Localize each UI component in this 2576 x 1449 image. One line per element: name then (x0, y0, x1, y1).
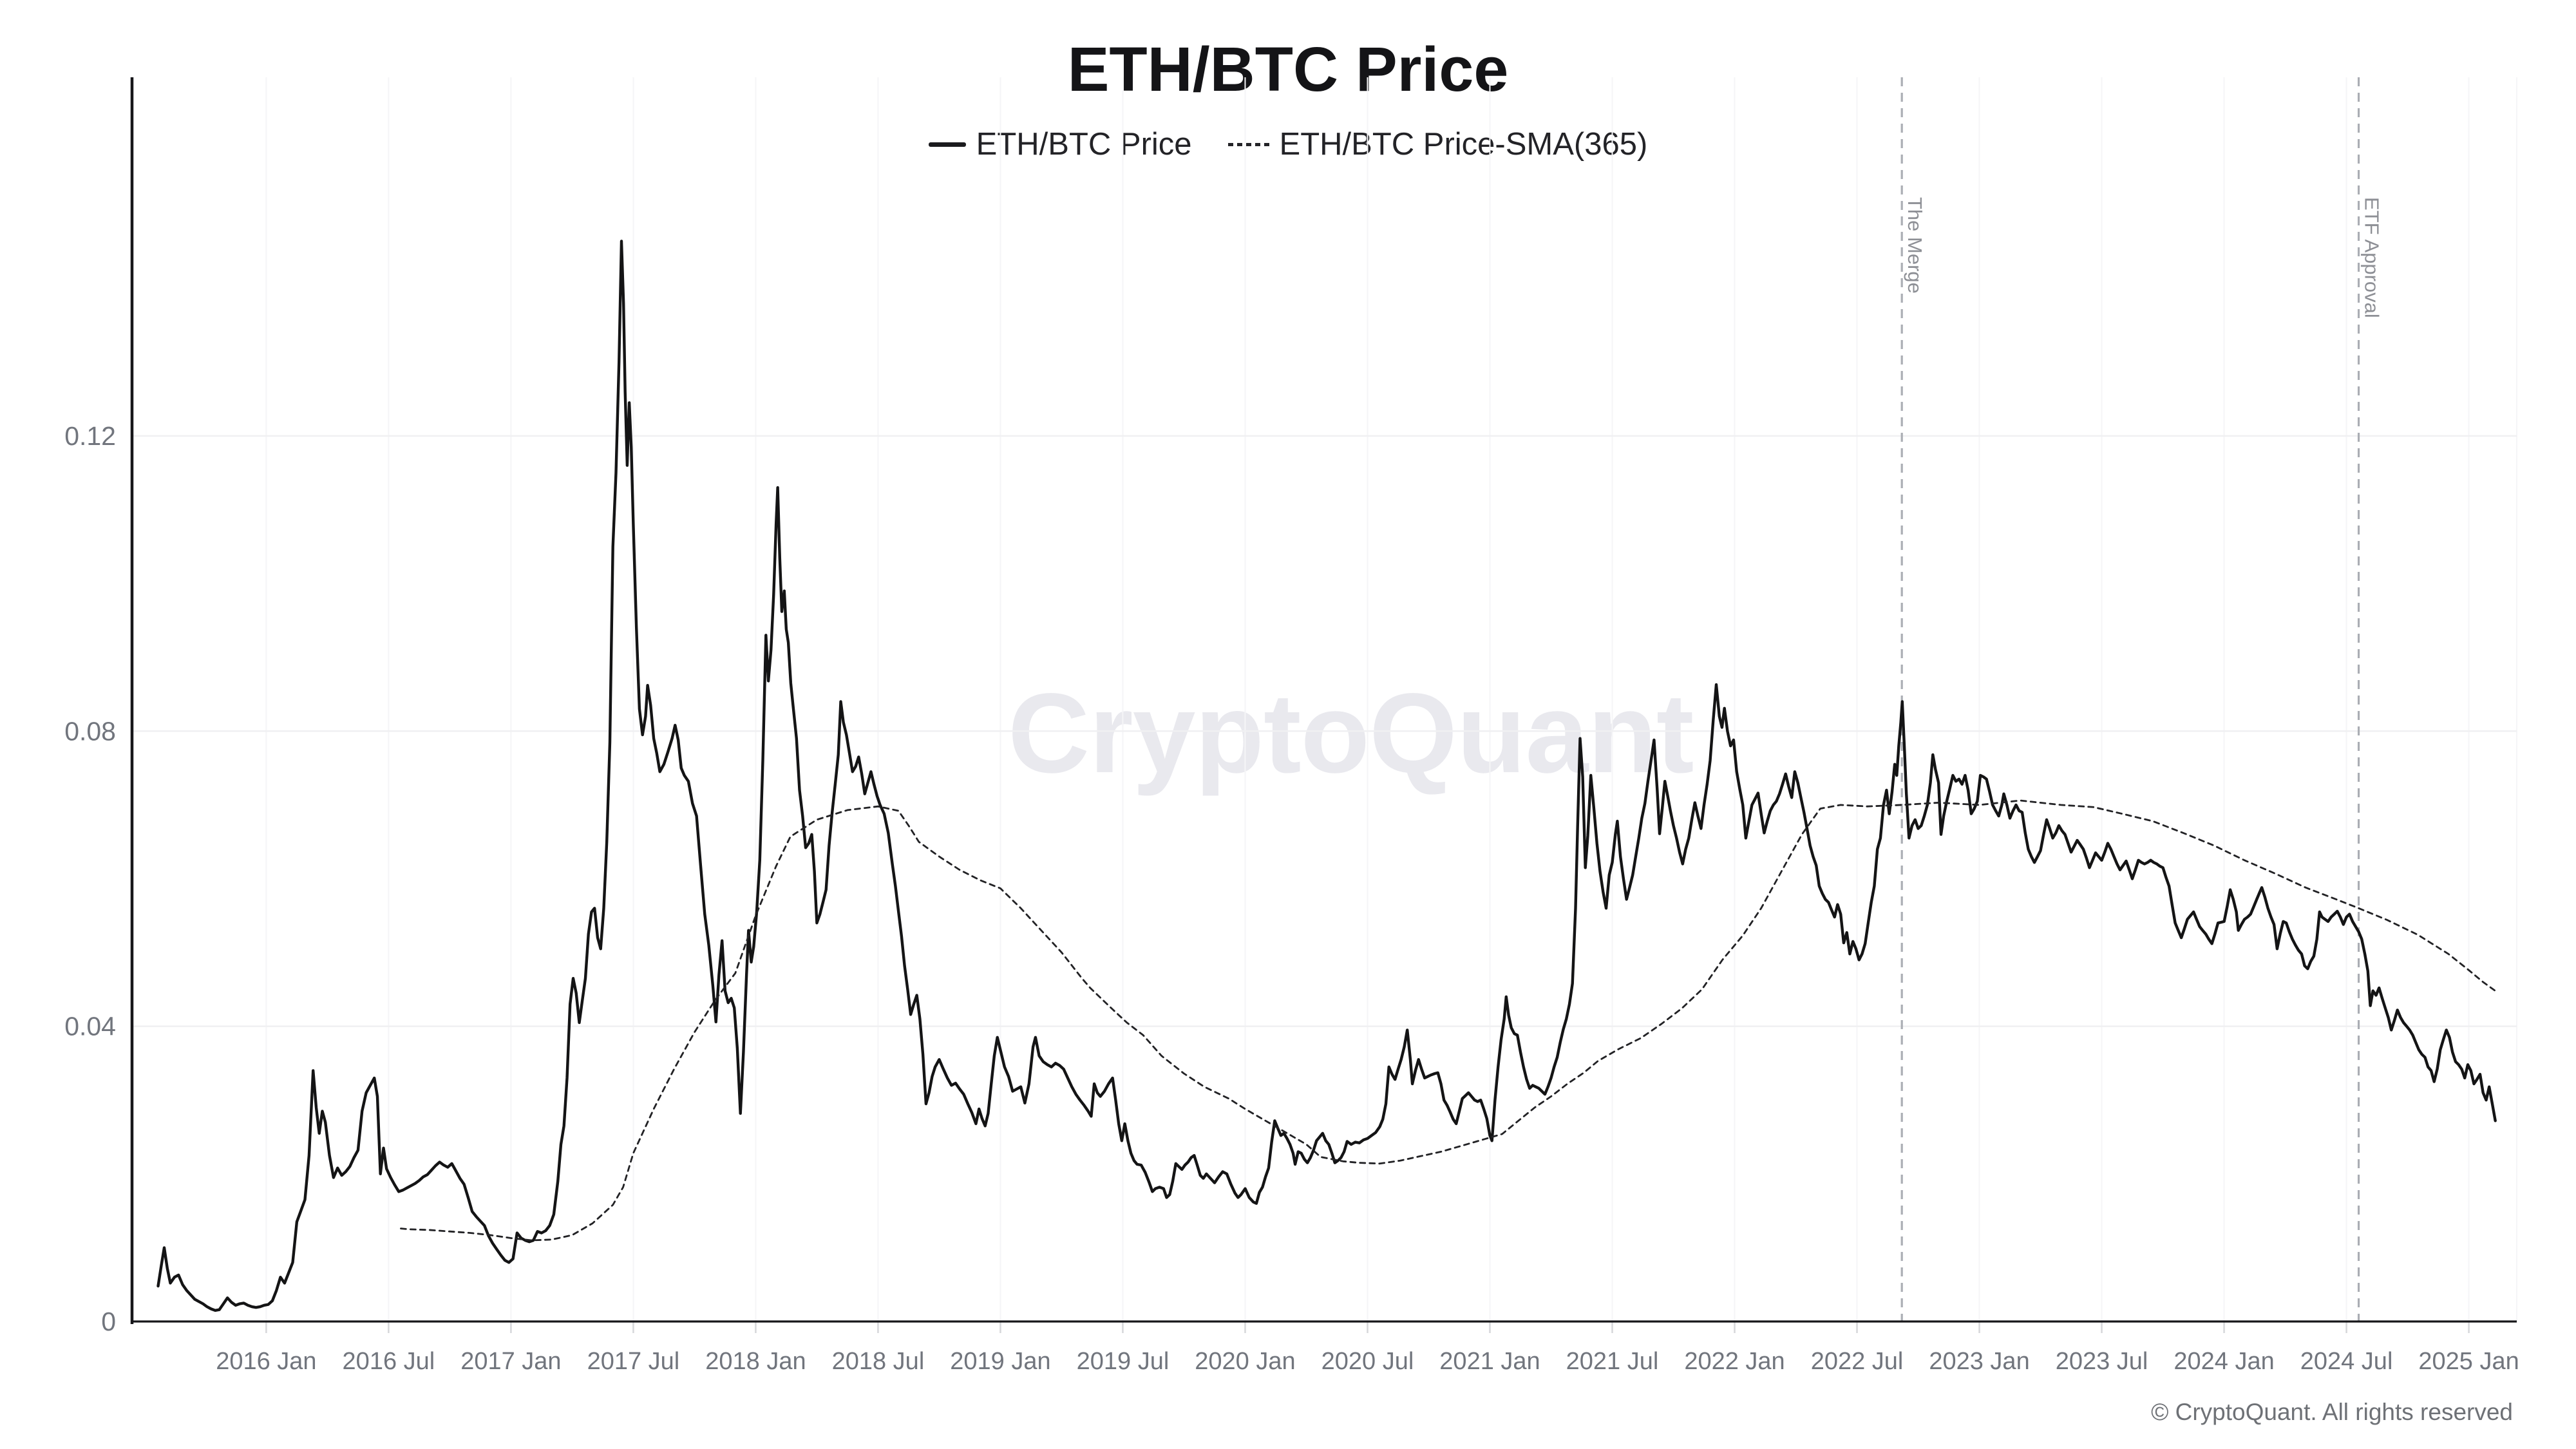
legend-label-sma: ETH/BTC Price-SMA(365) (1279, 127, 1648, 162)
event-label: The Merge (1904, 197, 1926, 294)
x-tick-label: 2022 Jan (1684, 1348, 1785, 1375)
x-tick-label: 2016 Jan (216, 1348, 316, 1375)
solid-line-swatch-icon (928, 142, 966, 147)
legend: ETH/BTC Price ETH/BTC Price-SMA(365) (0, 126, 2576, 162)
x-tick-label: 2018 Jul (832, 1348, 925, 1375)
x-tick-label: 2025 Jan (2418, 1348, 2519, 1375)
legend-item-price[interactable]: ETH/BTC Price (928, 126, 1192, 162)
legend-item-sma[interactable]: ETH/BTC Price-SMA(365) (1227, 126, 1648, 162)
x-tick-label: 2024 Jan (2174, 1348, 2274, 1375)
x-tick-label: 2021 Jul (1566, 1348, 1659, 1375)
x-tick-label: 2017 Jul (587, 1348, 680, 1375)
legend-label-price: ETH/BTC Price (976, 127, 1192, 162)
x-tick-label: 2019 Jan (950, 1348, 1050, 1375)
x-tick-label: 2023 Jul (2056, 1348, 2148, 1375)
x-tick-label: 2017 Jan (460, 1348, 561, 1375)
chart-title: ETH/BTC Price (1067, 34, 1509, 104)
x-tick-label: 2021 Jan (1439, 1348, 1540, 1375)
event-label: ETF Approval (2361, 197, 2383, 318)
x-tick-label: 2018 Jan (705, 1348, 806, 1375)
price-line (156, 240, 2497, 1312)
x-tick-label: 2023 Jan (1929, 1348, 2029, 1375)
x-tick-label: 2020 Jan (1195, 1348, 1295, 1375)
x-tick-label: 2024 Jul (2300, 1348, 2393, 1375)
y-tick-label: 0.12 (64, 421, 116, 451)
y-tick-label: 0.04 (64, 1012, 116, 1041)
x-tick-label: 2016 Jul (343, 1348, 435, 1375)
sma-line (400, 799, 2497, 1242)
y-tick-label: 0 (101, 1307, 116, 1336)
x-tick-label: 2022 Jul (1811, 1348, 1904, 1375)
copyright-footer: © CryptoQuant. All rights reserved (2151, 1399, 2513, 1425)
dashed-line-swatch-icon (1227, 142, 1269, 146)
y-tick-label: 0.08 (64, 716, 116, 746)
x-tick-label: 2019 Jul (1077, 1348, 1170, 1375)
x-tick-label: 2020 Jul (1321, 1348, 1414, 1375)
